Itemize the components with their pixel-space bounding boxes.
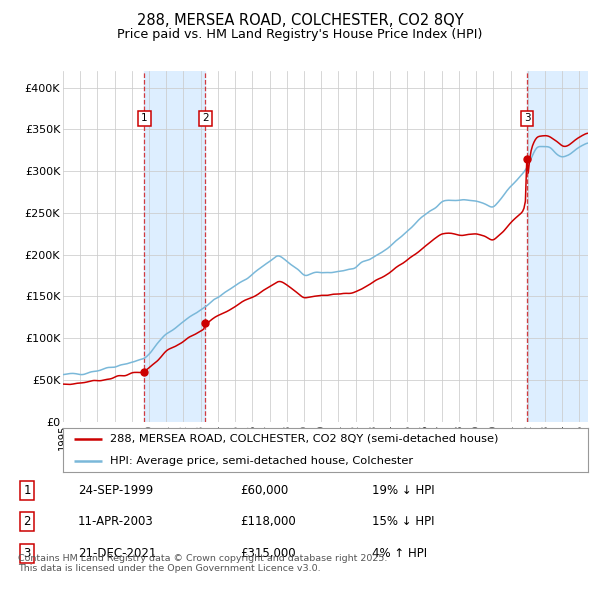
Text: 1: 1 <box>23 484 31 497</box>
Bar <box>527 71 588 422</box>
Text: 2: 2 <box>202 113 209 123</box>
Text: 3: 3 <box>23 546 31 560</box>
Text: £315,000: £315,000 <box>240 546 296 560</box>
Bar <box>145 71 205 422</box>
Text: £118,000: £118,000 <box>240 515 296 529</box>
Text: Contains HM Land Registry data © Crown copyright and database right 2025.: Contains HM Land Registry data © Crown c… <box>18 554 388 563</box>
Text: 288, MERSEA ROAD, COLCHESTER, CO2 8QY (semi-detached house): 288, MERSEA ROAD, COLCHESTER, CO2 8QY (s… <box>110 434 499 444</box>
Text: £60,000: £60,000 <box>240 484 288 497</box>
Text: 24-SEP-1999: 24-SEP-1999 <box>78 484 153 497</box>
Text: 21-DEC-2021: 21-DEC-2021 <box>78 546 157 560</box>
Text: 3: 3 <box>524 113 530 123</box>
Text: 1: 1 <box>141 113 148 123</box>
Text: Price paid vs. HM Land Registry's House Price Index (HPI): Price paid vs. HM Land Registry's House … <box>118 28 482 41</box>
Text: 4% ↑ HPI: 4% ↑ HPI <box>372 546 427 560</box>
Text: 15% ↓ HPI: 15% ↓ HPI <box>372 515 434 529</box>
Text: 19% ↓ HPI: 19% ↓ HPI <box>372 484 434 497</box>
Text: HPI: Average price, semi-detached house, Colchester: HPI: Average price, semi-detached house,… <box>110 456 413 466</box>
Text: 2: 2 <box>23 515 31 529</box>
Text: 288, MERSEA ROAD, COLCHESTER, CO2 8QY: 288, MERSEA ROAD, COLCHESTER, CO2 8QY <box>137 13 463 28</box>
Text: 11-APR-2003: 11-APR-2003 <box>78 515 154 529</box>
Text: This data is licensed under the Open Government Licence v3.0.: This data is licensed under the Open Gov… <box>18 564 320 573</box>
